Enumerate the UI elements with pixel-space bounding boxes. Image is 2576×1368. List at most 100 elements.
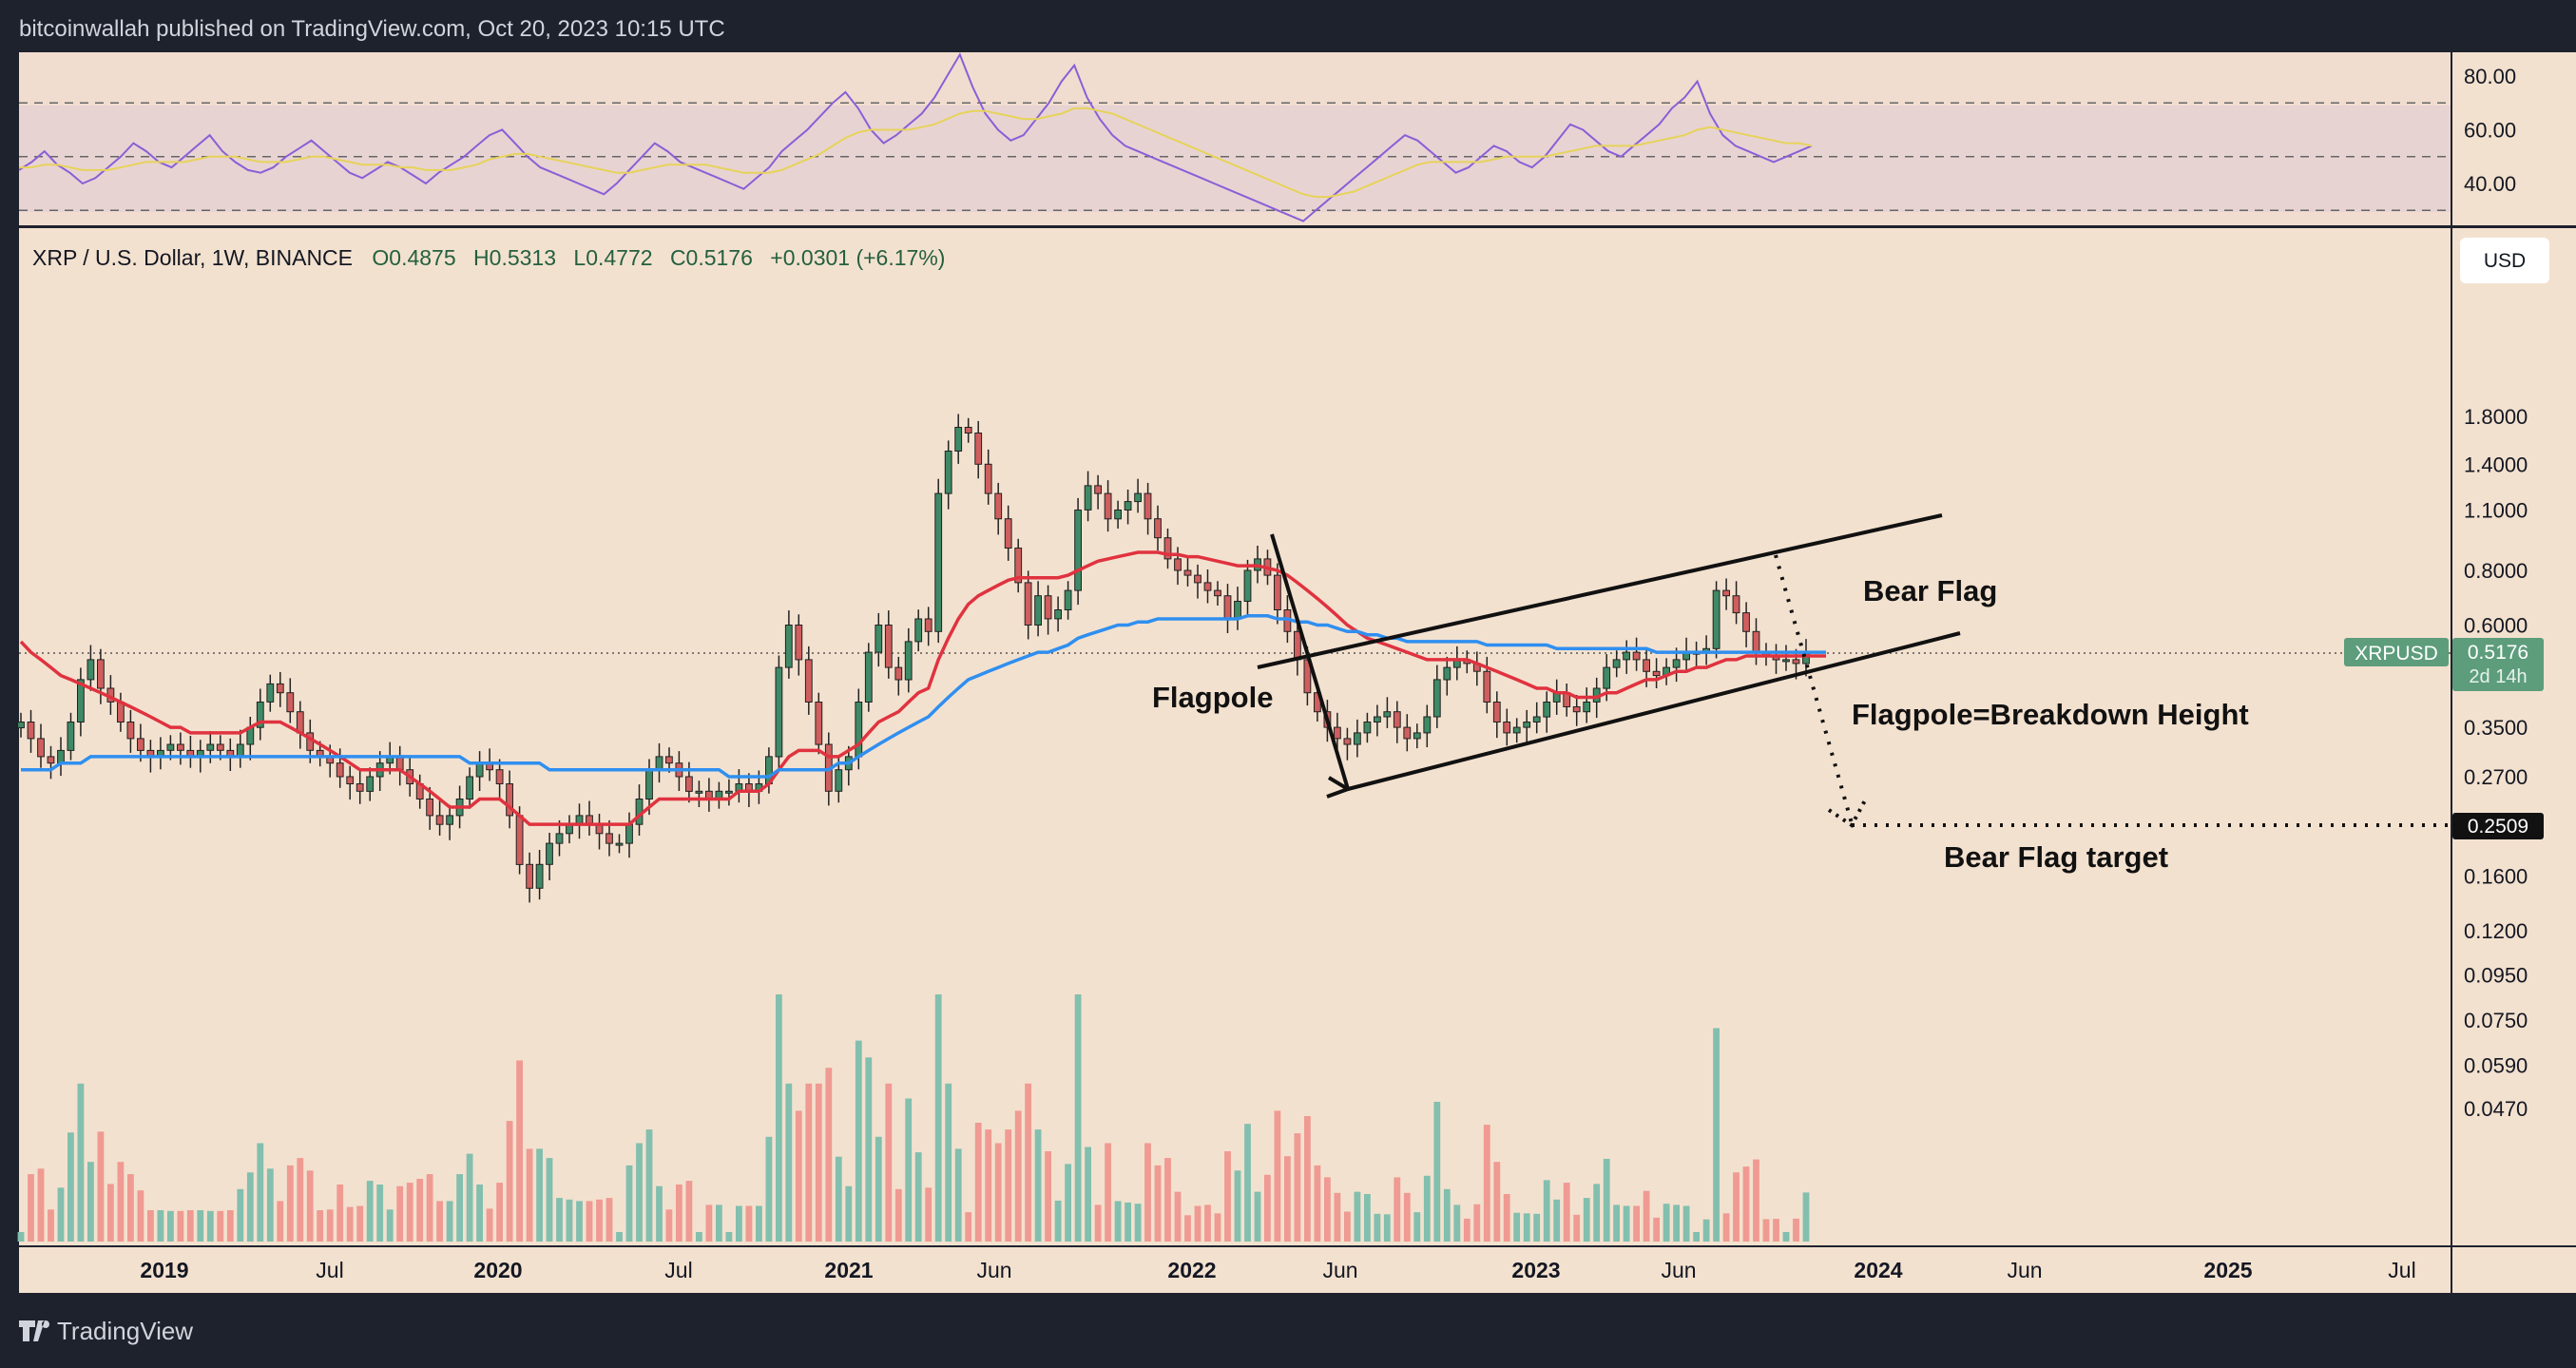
price-tick-label: 1.1000: [2464, 499, 2528, 523]
candle-body: [1543, 702, 1551, 718]
volume-bar: [137, 1190, 144, 1242]
candle-body: [1223, 595, 1232, 620]
volume-bar: [1583, 1198, 1590, 1242]
candle-body: [894, 666, 903, 681]
volume-bar: [656, 1185, 663, 1242]
volume-bar: [1224, 1151, 1231, 1242]
candle-body: [1044, 595, 1052, 620]
volume-bar: [1453, 1204, 1461, 1242]
volume-bar: [1054, 1200, 1062, 1242]
candle-body: [1183, 569, 1192, 576]
volume-bar: [246, 1172, 254, 1242]
volume-bar: [1403, 1192, 1411, 1242]
candle-body: [1792, 659, 1800, 665]
drawing-tools[interactable]: Bear Flag Flagpole Flagpole=Breakdown He…: [1152, 513, 2451, 874]
time-tick-label: 2024: [1854, 1258, 1902, 1282]
candle-body: [1234, 601, 1241, 620]
volume-bar: [1762, 1219, 1770, 1242]
volume-bar: [1314, 1165, 1321, 1242]
candle-body: [914, 618, 923, 643]
candle-body: [1034, 595, 1042, 626]
volume-bar: [356, 1205, 364, 1242]
volume-bar: [875, 1136, 882, 1242]
symbol-legend[interactable]: XRP / U.S. Dollar, 1W, BINANCE O0.4875 H…: [32, 245, 945, 270]
volume-bar: [1543, 1180, 1550, 1242]
volume-bar: [1264, 1174, 1271, 1242]
time-tick-label: 2023: [1511, 1258, 1560, 1282]
candle-body: [426, 799, 434, 817]
flag-lower-trendline[interactable]: [1347, 631, 1961, 791]
volume-bar: [1603, 1159, 1610, 1242]
volume-bar: [845, 1185, 853, 1242]
volume-bar: [257, 1143, 264, 1242]
candle-body: [137, 738, 144, 751]
breakdown-height-line[interactable]: [1774, 554, 1854, 824]
volume-bar: [177, 1210, 184, 1242]
volume-bar: [576, 1201, 583, 1242]
candle-body: [1243, 569, 1252, 602]
volume-bar: [28, 1174, 34, 1242]
candle-body: [1532, 716, 1541, 723]
volume-bar: [506, 1121, 513, 1242]
candle-body: [206, 743, 215, 751]
candle-body: [1163, 537, 1172, 560]
candle-body: [775, 666, 783, 758]
rsi-tick-label: 40.00: [2464, 172, 2516, 196]
candle-body: [1134, 492, 1142, 503]
volume-bar: [48, 1209, 54, 1242]
time-tick-label: Jun: [2007, 1258, 2042, 1282]
volume-bar: [1154, 1165, 1162, 1242]
ohlc-open: O0.4875: [372, 245, 455, 270]
volume-bar: [157, 1210, 164, 1242]
volume-bar: [117, 1162, 125, 1242]
volume-bar: [186, 1210, 194, 1242]
volume-bar: [1274, 1110, 1281, 1242]
volume-bar: [1802, 1192, 1810, 1242]
candle-body: [216, 743, 224, 751]
candle-body: [625, 823, 633, 844]
flag-upper-trendline[interactable]: [1257, 513, 1943, 669]
price-tick-label: 0.0750: [2464, 1009, 2528, 1032]
volume-bar: [894, 1188, 902, 1242]
volume-bar: [1742, 1166, 1750, 1242]
flagpole-line[interactable]: [1270, 533, 1350, 790]
time-tick-labels: 2019 Jul 2020 Jul 2021 Jun 2022 Jun 2023 Jun 2024 J…: [140, 1258, 2415, 1282]
candle-body: [1583, 702, 1591, 713]
candle-body: [87, 659, 95, 681]
volume-bar: [1065, 1164, 1071, 1242]
candle-body: [1782, 659, 1790, 663]
price-axis[interactable]: [2452, 228, 2576, 1245]
candle-body: [984, 463, 992, 494]
volume-bar: [914, 1152, 922, 1242]
volume-bar: [1533, 1213, 1541, 1242]
volume-bar: [606, 1198, 613, 1242]
volume-bar: [945, 1083, 952, 1242]
volume-bar: [1383, 1214, 1391, 1242]
tradingview-logo[interactable]: TradingView: [19, 1317, 193, 1345]
target-price-value: 0.2509: [2468, 816, 2528, 838]
currency-button[interactable]: [2460, 238, 2549, 283]
rsi-axis[interactable]: [2452, 52, 2576, 225]
candle-body: [1124, 501, 1132, 511]
volume-bar: [855, 1040, 862, 1242]
candle-body: [1413, 732, 1421, 740]
volume-bar: [1673, 1204, 1680, 1242]
candle-body: [1742, 612, 1750, 632]
candle-body: [177, 743, 184, 751]
volume-bar: [1523, 1213, 1530, 1242]
candle-body: [944, 451, 952, 494]
volume-bar: [1354, 1191, 1361, 1242]
candle-body: [1154, 518, 1162, 539]
candle-body: [395, 756, 404, 771]
time-tick-label: 2021: [824, 1258, 873, 1282]
candle-body: [1612, 659, 1621, 668]
bar-countdown: 2d 14h: [2469, 666, 2527, 687]
candle-body: [645, 769, 653, 800]
candle-body: [606, 833, 613, 844]
candle-body: [366, 776, 375, 792]
candle-body: [1722, 589, 1730, 597]
volume-bar: [1105, 1143, 1111, 1242]
time-tick-label: Jul: [316, 1258, 343, 1282]
time-axis[interactable]: [19, 1247, 2451, 1293]
